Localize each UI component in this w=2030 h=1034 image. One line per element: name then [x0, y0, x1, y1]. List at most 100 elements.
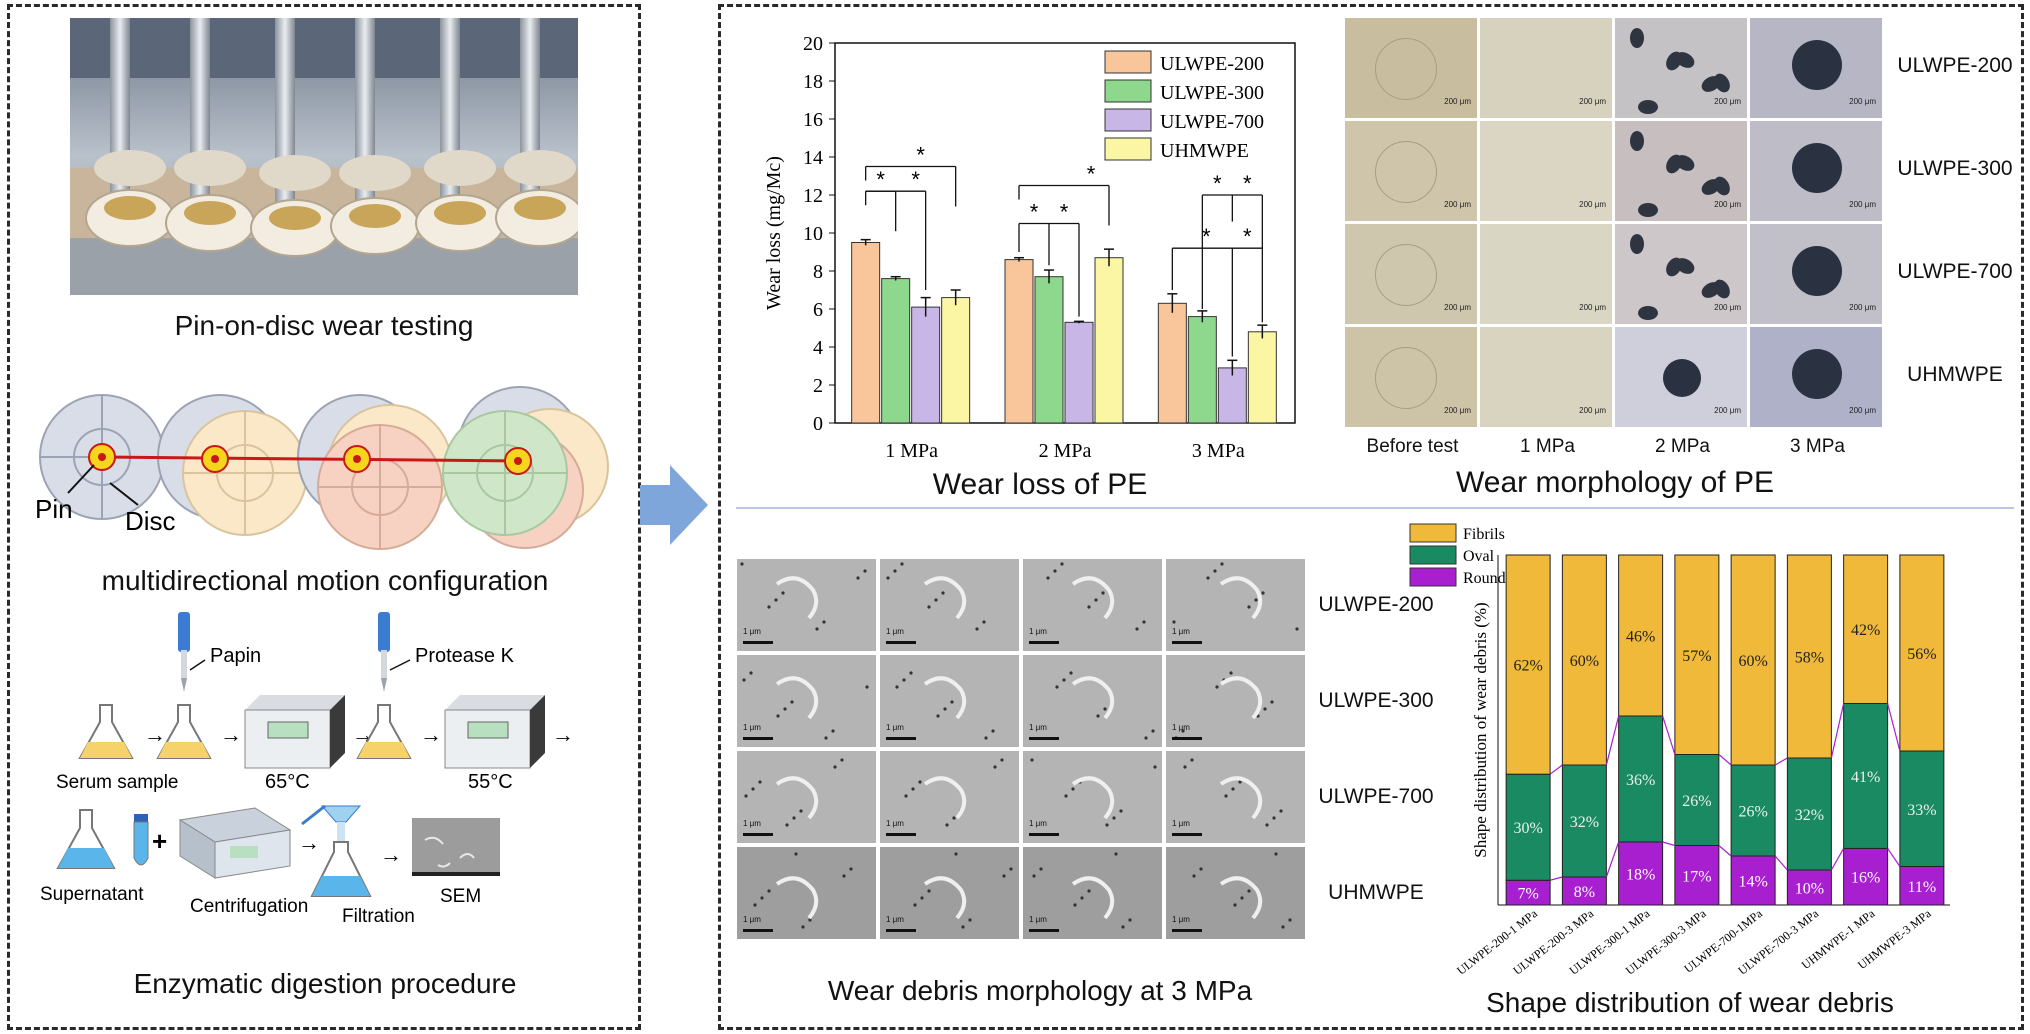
stacked-bar-segment — [1674, 845, 1720, 906]
bar — [1247, 331, 1277, 424]
filtration-icon — [301, 804, 372, 897]
debris-sem-image: 1 μm — [737, 751, 876, 843]
y-tick-label: 4 — [813, 337, 823, 359]
sem-image-icon — [412, 818, 500, 876]
protease-label: Protease K — [415, 645, 515, 667]
segment-label: 60% — [1738, 653, 1767, 670]
morphology-image: 200 μm — [1345, 224, 1477, 324]
flask-icon — [156, 704, 212, 759]
scale-bar-label: 1 μm — [743, 723, 761, 732]
temp1-label: 65°C — [265, 771, 310, 793]
sem-label: SEM — [440, 886, 481, 907]
pipette-icon — [178, 612, 190, 692]
scale-bar-label: 200 μm — [1714, 303, 1741, 312]
stacked-bar-segment — [1674, 754, 1720, 846]
serum-label: Serum sample — [56, 772, 179, 793]
scale-bar-label: 200 μm — [1714, 200, 1741, 209]
y-tick-label: 0 — [813, 413, 823, 435]
significance-star: * — [1243, 224, 1252, 249]
disc-label: Disc — [125, 506, 176, 536]
morphology-image: 200 μm — [1480, 327, 1612, 427]
supernatant-label: Supernatant — [40, 884, 144, 905]
stacked-bar-segment — [1561, 554, 1607, 766]
connector-line — [1774, 855, 1788, 871]
stacked-bar-segment — [1786, 869, 1832, 906]
segment-label: 8% — [1574, 884, 1595, 901]
scale-bar-label: 1 μm — [1172, 915, 1190, 924]
significance-star: * — [876, 167, 885, 192]
y-tick-label: 10 — [803, 223, 823, 245]
debris-sem-image: 1 μm — [737, 847, 876, 939]
connector-line — [1718, 845, 1732, 857]
connector-line — [1549, 876, 1563, 881]
segment-label: 7% — [1517, 886, 1538, 903]
segment-label: 57% — [1682, 648, 1711, 665]
debris-row-labels: ULWPE-200 ULWPE-300 ULWPE-700 UHMWPE — [1312, 559, 1440, 943]
scale-bar-label: 1 μm — [743, 627, 761, 636]
scale-bar-label: 1 μm — [886, 723, 904, 732]
connector-line — [1549, 764, 1563, 775]
stacked-bar-segment — [1674, 554, 1720, 755]
connector-line — [1605, 715, 1620, 766]
segment-label: 56% — [1907, 646, 1936, 663]
debris-sem-image: 1 μm — [880, 751, 1019, 843]
segment-label: 17% — [1682, 868, 1711, 885]
morphology-image: 200 μm — [1750, 327, 1882, 427]
morphology-row-label: ULWPE-200 — [1897, 54, 2013, 77]
temp2-label: 55°C — [468, 771, 513, 793]
connector-line — [1830, 848, 1845, 871]
debris-sem-image: 1 μm — [1023, 751, 1162, 843]
bar — [1187, 316, 1217, 424]
scale-bar-label: 200 μm — [1714, 97, 1741, 106]
svg-text:→: → — [552, 722, 574, 747]
wear-loss-chart: 0 2 4 6 8 10 12 14 16 18 20 Wear loss (mg/Mc) 1 MPa 2… — [763, 33, 1296, 462]
scale-bar-label: 200 μm — [1444, 406, 1471, 415]
significance-star: * — [1202, 224, 1211, 249]
flask-icon — [356, 704, 412, 759]
legend-label: Oval — [1463, 548, 1495, 565]
significance-star: * — [1087, 162, 1096, 187]
bar — [1217, 367, 1247, 424]
bar — [1094, 257, 1124, 424]
segment-label: 32% — [1795, 807, 1824, 824]
segment-label: 10% — [1795, 881, 1824, 898]
scale-bar-label: 1 μm — [1029, 723, 1047, 732]
significance-star: * — [916, 143, 925, 168]
caption-wear-loss: Wear loss of PE — [932, 468, 1148, 501]
debris-sem-image: 1 μm — [880, 655, 1019, 747]
significance-star: * — [1030, 200, 1039, 225]
svg-text:→: → — [380, 842, 402, 867]
scale-bar-label: 1 μm — [886, 627, 904, 636]
segment-label: 46% — [1626, 629, 1655, 646]
stacked-bar-segment — [1561, 876, 1607, 906]
segment-label: 32% — [1570, 814, 1599, 831]
y-tick-label: 12 — [803, 185, 823, 207]
scale-bar-label: 200 μm — [1579, 406, 1606, 415]
segment-label: 36% — [1626, 772, 1655, 789]
debris-row-label: ULWPE-300 — [1318, 689, 1434, 712]
panel-divider — [736, 507, 2014, 509]
scale-bar-label: 200 μm — [1849, 97, 1876, 106]
morphology-row-labels: ULWPE-200 ULWPE-300 ULWPE-700 UHMWPE — [1890, 18, 2020, 430]
morphology-image: 200 μm — [1615, 327, 1747, 427]
morphology-image: 200 μm — [1750, 224, 1882, 324]
scale-bar-label: 1 μm — [1029, 627, 1047, 636]
scale-bar-label: 200 μm — [1579, 97, 1606, 106]
stacked-bar-segment — [1899, 554, 1945, 752]
pin-label: Pin — [35, 494, 73, 524]
motion-diagram: Pin Disc — [35, 386, 609, 550]
connector-line — [1830, 703, 1845, 759]
stacked-bar-segment — [1561, 764, 1607, 878]
x-tick-label: 2 MPa — [1039, 440, 1092, 462]
connector-line — [1887, 703, 1901, 752]
stacked-bar-segment — [1505, 554, 1551, 775]
morphology-image: 200 μm — [1750, 121, 1882, 221]
x-tick-label: 3 MPa — [1192, 440, 1245, 462]
scale-bar-label: 200 μm — [1444, 97, 1471, 106]
caption-shape-distribution: Shape distribution of wear debris — [1486, 987, 1894, 1018]
scale-bar-label: 1 μm — [886, 819, 904, 828]
svg-text:→: → — [420, 722, 442, 747]
stacked-bar-segment — [1730, 764, 1776, 857]
morphology-image: 200 μm — [1345, 327, 1477, 427]
scale-bar-label: 1 μm — [743, 915, 761, 924]
